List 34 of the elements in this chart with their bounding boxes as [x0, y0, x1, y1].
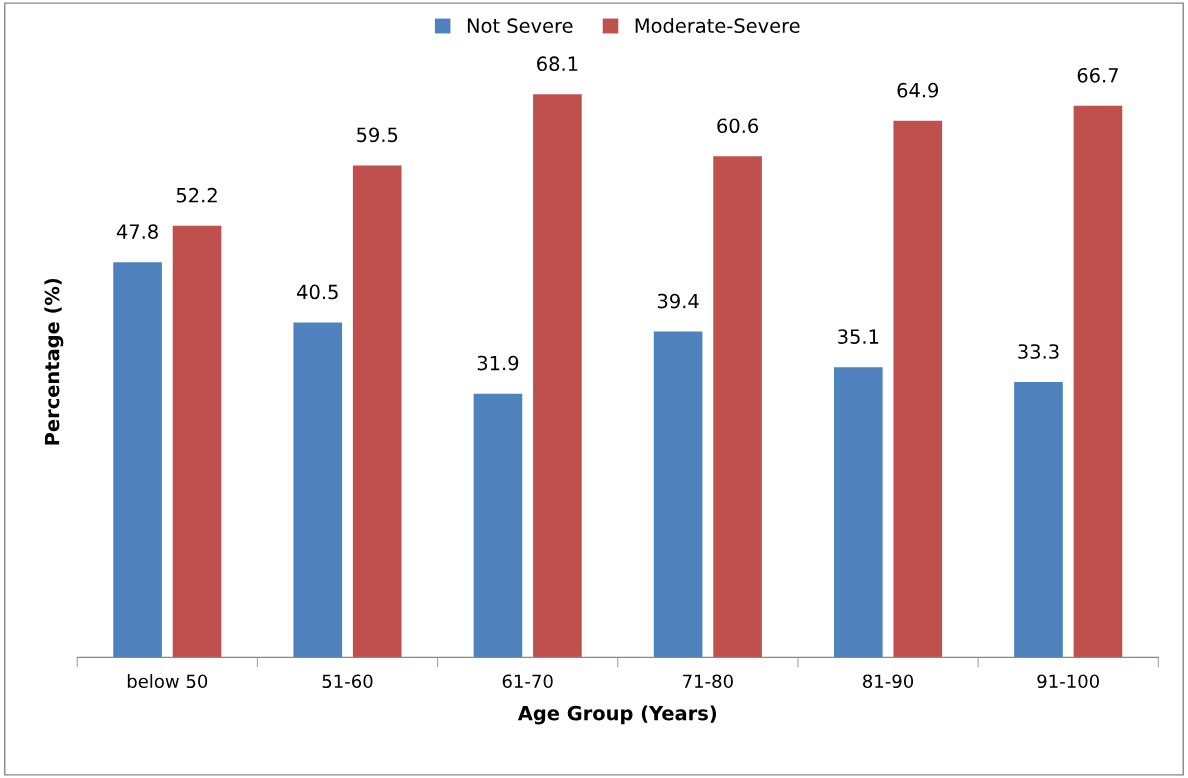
data-label: 52.2 [176, 187, 217, 203]
bar [172, 225, 222, 658]
x-axis-title: Age Group (Years) [517, 705, 717, 725]
x-tick-label: 81-90 [863, 674, 914, 689]
bar [473, 393, 523, 658]
data-label: 60.6 [717, 118, 758, 134]
data-label: 31.9 [477, 355, 519, 371]
legend-label: Moderate-Severe [635, 17, 800, 34]
legend-label: Not Severe [467, 18, 573, 34]
bar [1073, 105, 1123, 658]
data-label: 33.3 [1018, 344, 1059, 359]
x-tick-label: 61-70 [502, 674, 553, 689]
bar [1014, 382, 1063, 658]
x-tick-label: 91-100 [1037, 674, 1099, 689]
bar [533, 94, 582, 658]
data-label: 59.5 [357, 127, 398, 143]
bar [833, 367, 883, 658]
bar [113, 262, 162, 658]
x-tick-label: 51-60 [322, 674, 373, 689]
bar [653, 331, 703, 658]
data-label: 35.1 [838, 329, 879, 344]
data-label: 66.7 [1077, 67, 1118, 83]
x-tick-label: below 50 [127, 674, 208, 689]
data-label: 39.4 [657, 293, 699, 309]
x-tick-label: 71-80 [683, 674, 733, 689]
bar [713, 156, 762, 658]
y-axis-title: Percentage (%) [44, 278, 64, 445]
bar [293, 322, 343, 658]
bar [893, 120, 943, 658]
data-label: 64.9 [897, 82, 939, 98]
bar [352, 165, 402, 658]
data-label: 68.1 [537, 56, 578, 72]
data-label: 47.8 [116, 224, 158, 239]
data-label: 40.5 [297, 284, 338, 300]
